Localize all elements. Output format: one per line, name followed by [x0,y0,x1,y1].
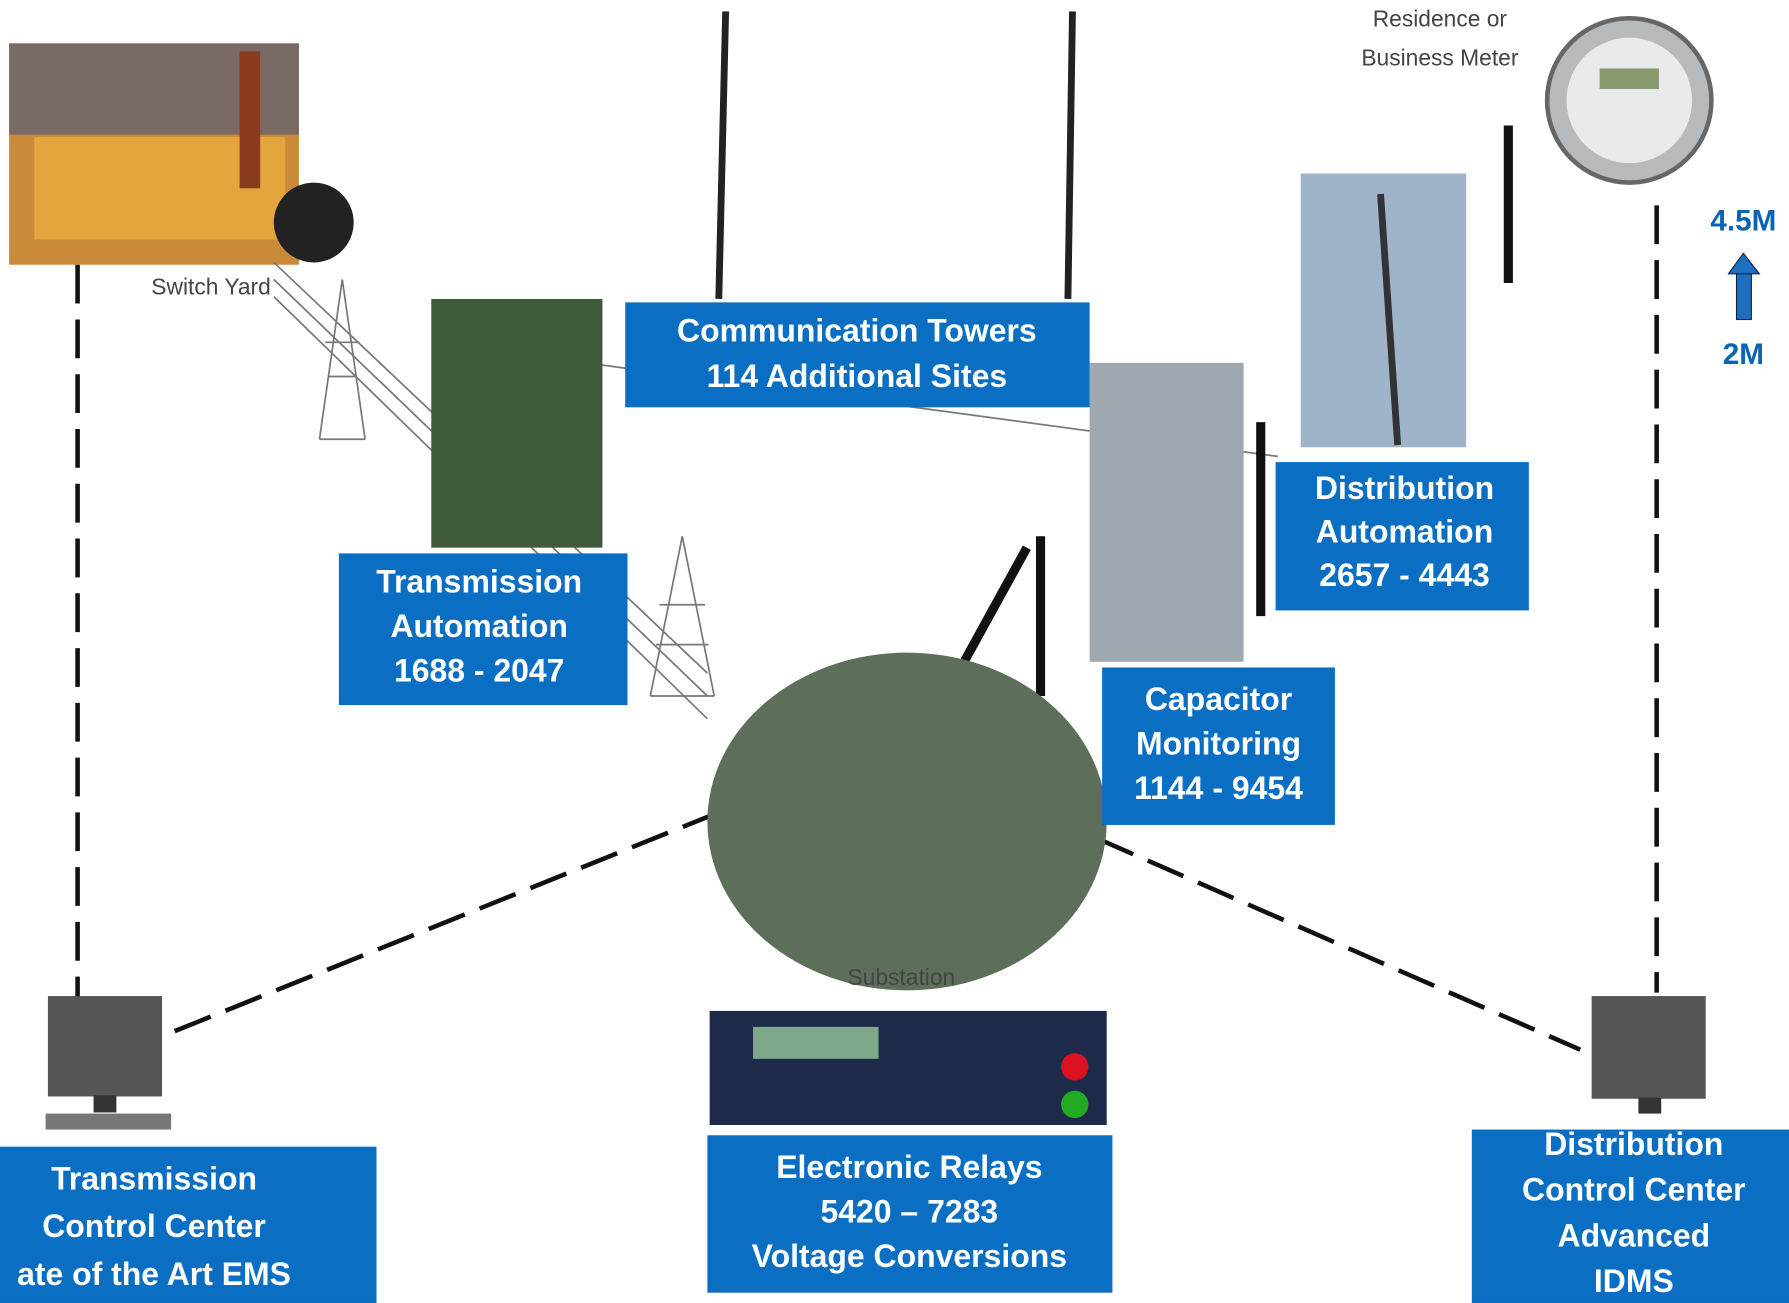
diagram: 4.5M 2M Residence or Business Meter Swit… [0,0,1789,1303]
label-text: Transmission [51,1160,257,1196]
link [171,812,719,1032]
label-text: Capacitor [1145,681,1292,717]
label-text: 5420 – 7283 [821,1193,999,1229]
label-text: Advanced [1558,1217,1711,1253]
computer [46,996,172,1129]
capacitor-photo [1090,363,1244,662]
label-text: Distribution [1544,1126,1723,1162]
label-text: 1144 - 9454 [1134,770,1303,806]
label-text: 2657 - 4443 [1319,557,1489,593]
computer [1592,996,1706,1114]
transmission-photo [431,299,602,548]
label-text: ate of the Art EMS [17,1256,291,1292]
power-plant [9,43,354,264]
label-text: Control Center [1522,1172,1746,1208]
label-text: IDMS [1594,1263,1674,1299]
label-text: Communication Towers [677,313,1037,349]
label-text: 1688 - 2047 [394,653,564,689]
growth-arrow [1729,253,1760,319]
label-text: Voltage Conversions [752,1238,1067,1274]
label-text: Transmission [376,564,582,600]
growth-high: 4.5M [1710,204,1776,237]
label-text: Automation [390,608,567,644]
meter-caption: Business Meter [1361,44,1519,70]
link [1098,839,1581,1050]
meter-caption: Residence or [1373,6,1508,32]
label-text: Control Center [42,1208,266,1244]
switch-yard-caption: Switch Yard [151,274,271,300]
meter [1547,18,1711,182]
substation-caption: Substation [847,964,955,990]
label-text: Monitoring [1136,726,1301,762]
comm-towers [719,11,1073,299]
relay-panel [710,1011,1107,1125]
label-text: Electronic Relays [776,1149,1042,1185]
label-text: Automation [1316,513,1493,549]
label-text: Distribution [1315,470,1494,506]
substation-photo [707,653,1106,991]
label-text: 114 Additional Sites [707,358,1008,394]
growth-low: 2M [1723,338,1764,371]
